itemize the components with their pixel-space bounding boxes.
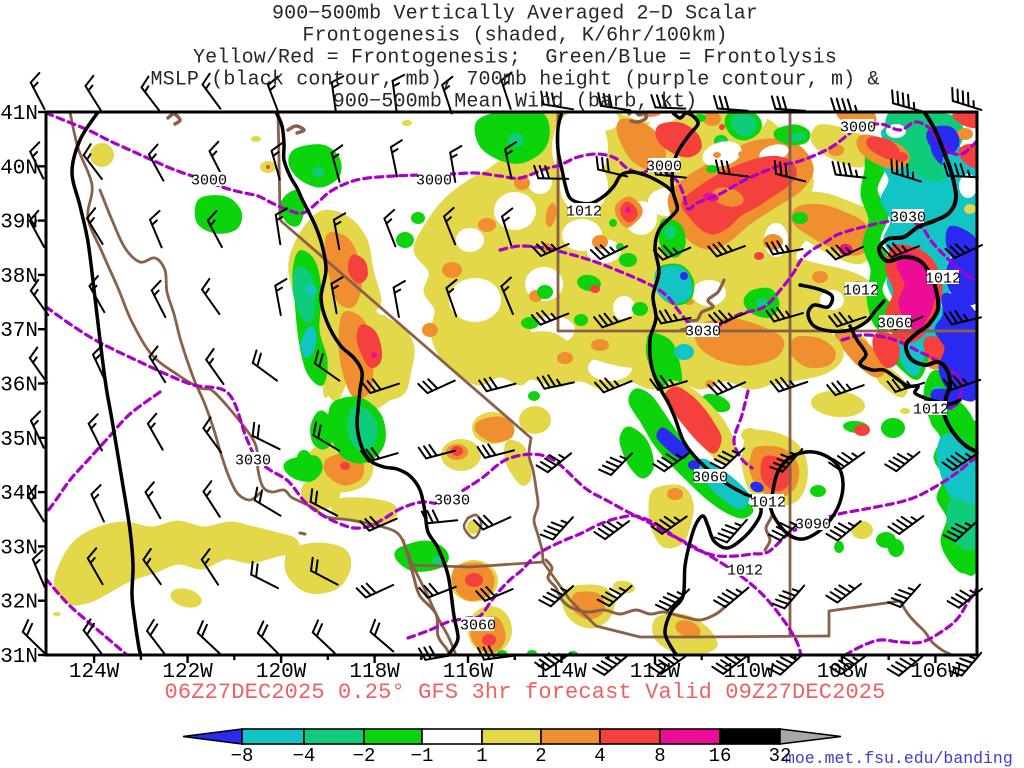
svg-text:106W: 106W	[910, 661, 961, 684]
svg-text:1012: 1012	[727, 563, 763, 580]
svg-text:3030: 3030	[235, 453, 271, 470]
svg-text:122W: 122W	[162, 661, 213, 684]
svg-text:4: 4	[594, 745, 605, 767]
svg-text:3000: 3000	[416, 173, 452, 190]
svg-text:32: 32	[769, 745, 792, 767]
svg-text:1: 1	[476, 745, 487, 767]
svg-text:39N: 39N	[0, 212, 38, 235]
svg-text:32N: 32N	[0, 592, 38, 615]
svg-text:3030: 3030	[890, 210, 926, 227]
svg-text:1012: 1012	[566, 204, 602, 221]
svg-text:Yellow/Red = Frontogenesis; G: Yellow/Red = Frontogenesis; Green/Blue =…	[193, 47, 837, 70]
svg-text:900−500mb Mean Wind (barb, kt): 900−500mb Mean Wind (barb, kt)	[333, 91, 698, 114]
svg-text:38N: 38N	[0, 266, 38, 289]
svg-text:900−500mb Vertically Averaged: 900−500mb Vertically Averaged 2−D Scalar	[272, 3, 758, 26]
svg-text:MSLP (black contour, mb), 700m: MSLP (black contour, mb), 700mb height (…	[150, 69, 879, 92]
svg-text:1012: 1012	[913, 402, 949, 419]
svg-text:33N: 33N	[0, 537, 38, 560]
svg-text:Frontogenesis (shaded, K/6hr/1: Frontogenesis (shaded, K/6hr/100km)	[302, 25, 727, 48]
svg-text:1012: 1012	[750, 495, 786, 512]
svg-text:120W: 120W	[256, 661, 307, 684]
svg-text:8: 8	[654, 745, 665, 767]
svg-text:1012: 1012	[843, 283, 879, 300]
svg-text:−8: −8	[231, 745, 254, 767]
svg-text:2: 2	[535, 745, 546, 767]
svg-text:35N: 35N	[0, 429, 38, 452]
svg-text:3060: 3060	[877, 316, 913, 333]
svg-text:112W: 112W	[630, 661, 681, 684]
svg-text:3060: 3060	[460, 618, 496, 635]
svg-text:3030: 3030	[434, 493, 470, 510]
svg-text:3090: 3090	[795, 517, 831, 534]
svg-text:34N: 34N	[0, 483, 38, 506]
svg-text:41N: 41N	[0, 103, 38, 126]
svg-text:16: 16	[709, 745, 732, 767]
svg-text:3000: 3000	[646, 159, 682, 176]
svg-text:3000: 3000	[191, 173, 227, 190]
svg-text:1012: 1012	[925, 271, 961, 288]
svg-text:moe.met.fsu.edu/banding: moe.met.fsu.edu/banding	[785, 749, 1013, 768]
svg-text:−2: −2	[353, 745, 376, 767]
svg-text:3030: 3030	[685, 324, 721, 341]
svg-text:110W: 110W	[723, 661, 774, 684]
svg-text:−1: −1	[411, 745, 434, 767]
svg-text:36N: 36N	[0, 375, 38, 398]
svg-text:114W: 114W	[536, 661, 587, 684]
svg-text:116W: 116W	[443, 661, 494, 684]
svg-text:108W: 108W	[817, 661, 868, 684]
svg-text:06Z27DEC2025 0.25° GFS 3hr for: 06Z27DEC2025 0.25° GFS 3hr forecast Vali…	[164, 680, 885, 705]
svg-text:3060: 3060	[692, 470, 728, 487]
svg-text:124W: 124W	[69, 661, 120, 684]
svg-text:118W: 118W	[349, 661, 400, 684]
svg-text:40N: 40N	[0, 157, 38, 180]
svg-text:−4: −4	[293, 745, 316, 767]
svg-text:31N: 31N	[0, 646, 38, 669]
svg-text:37N: 37N	[0, 320, 38, 343]
svg-text:3000: 3000	[840, 120, 876, 137]
